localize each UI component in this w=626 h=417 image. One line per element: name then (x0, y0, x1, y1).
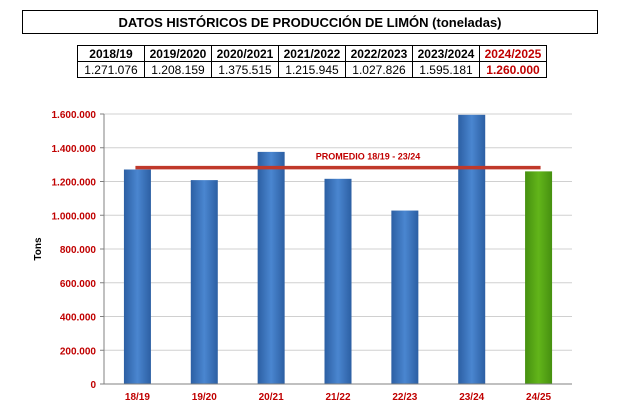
bar-highlight (525, 171, 553, 384)
y-tick-label: 1.200.000 (52, 178, 97, 189)
table-value-row: 1.271.076 1.208.159 1.375.515 1.215.945 … (77, 61, 547, 78)
production-table: 2018/19 2019/2020 2020/2021 2021/2022 20… (77, 45, 547, 78)
table-value-cell: 1.375.515 (211, 61, 279, 78)
bar (324, 178, 352, 384)
table-header-cell: 2023/2024 (412, 45, 480, 62)
bar (391, 210, 419, 384)
bar (123, 169, 151, 384)
y-tick-label: 0 (90, 380, 96, 391)
x-tick-label: 20/21 (259, 392, 284, 403)
y-tick-label: 1.600.000 (52, 110, 97, 121)
y-tick-label: 600.000 (60, 279, 97, 290)
x-tick-label: 21/22 (325, 392, 350, 403)
y-tick-label: 1.000.000 (52, 211, 97, 222)
x-tick-label: 18/19 (125, 392, 150, 403)
table-header-cell: 2018/19 (77, 45, 145, 62)
table-header-cell: 2022/2023 (345, 45, 413, 62)
y-tick-label: 200.000 (60, 346, 97, 357)
bar (458, 114, 486, 385)
table-value-cell: 1.215.945 (278, 61, 346, 78)
y-axis-label: Tons (33, 237, 44, 261)
chart-title: DATOS HISTÓRICOS DE PRODUCCIÓN DE LIMÓN … (22, 10, 598, 34)
bar (257, 151, 285, 384)
x-tick-label: 19/20 (192, 392, 217, 403)
table-value-cell: 1.271.076 (77, 61, 145, 78)
table-value-cell-highlight: 1.260.000 (479, 61, 547, 78)
y-tick-label: 400.000 (60, 313, 97, 324)
x-tick-label: 23/24 (459, 392, 484, 403)
bar (190, 180, 218, 384)
table-value-cell: 1.027.826 (345, 61, 413, 78)
x-tick-label: 22/23 (392, 392, 417, 403)
table-header-cell-highlight: 2024/2025 (479, 45, 547, 62)
average-label: PROMEDIO 18/19 - 23/24 (316, 152, 421, 162)
x-tick-label: 24/25 (526, 392, 551, 403)
table-value-cell: 1.595.181 (412, 61, 480, 78)
y-tick-label: 1.400.000 (52, 144, 97, 155)
table-header-row: 2018/19 2019/2020 2020/2021 2021/2022 20… (77, 45, 547, 62)
y-tick-label: 800.000 (60, 245, 97, 256)
